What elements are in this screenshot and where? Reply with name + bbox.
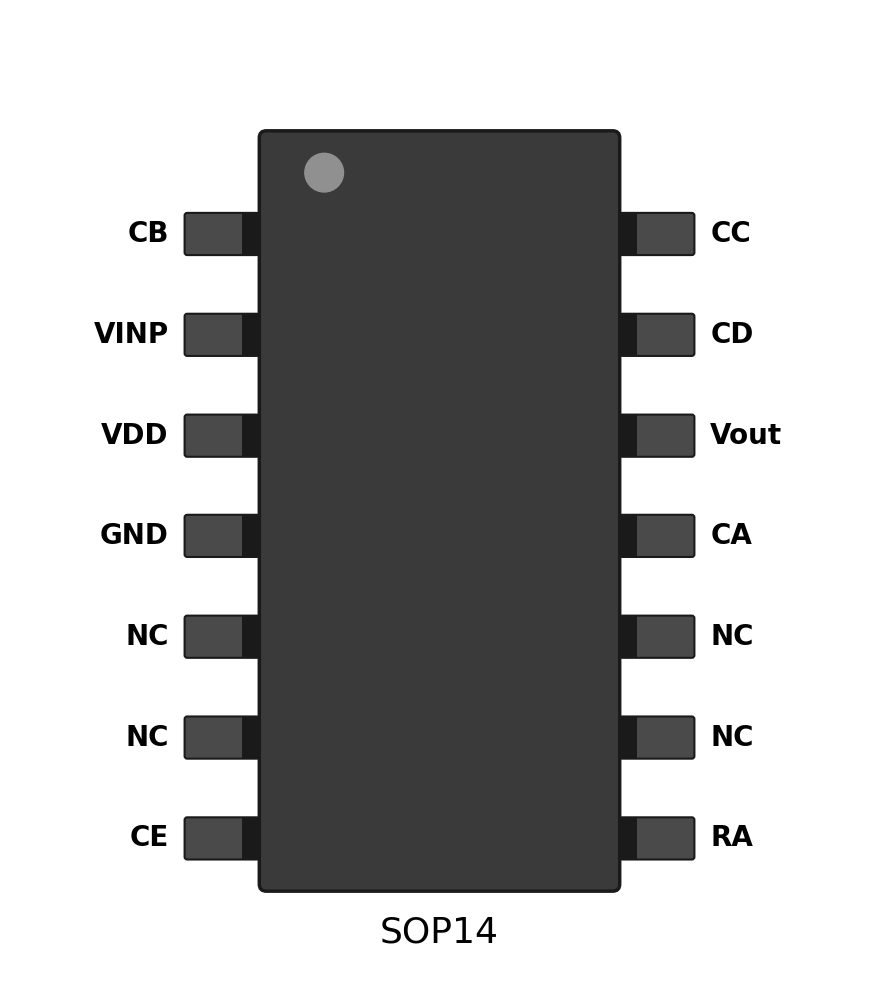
FancyBboxPatch shape — [619, 716, 694, 759]
Bar — [241, 716, 259, 759]
Text: NC: NC — [126, 724, 169, 752]
Text: CB: CB — [127, 220, 169, 248]
Bar — [619, 213, 637, 255]
Text: CE: CE — [129, 824, 169, 852]
Bar — [619, 314, 637, 356]
Text: CD: CD — [709, 321, 752, 349]
FancyBboxPatch shape — [184, 716, 259, 759]
FancyBboxPatch shape — [619, 314, 694, 356]
Text: SOP14: SOP14 — [379, 916, 499, 950]
FancyBboxPatch shape — [184, 314, 259, 356]
FancyBboxPatch shape — [619, 817, 694, 860]
FancyBboxPatch shape — [184, 817, 259, 860]
FancyBboxPatch shape — [184, 616, 259, 658]
Text: GND: GND — [100, 522, 169, 550]
Text: NC: NC — [709, 724, 752, 752]
FancyBboxPatch shape — [259, 131, 619, 891]
Bar — [241, 314, 259, 356]
Bar — [241, 616, 259, 658]
FancyBboxPatch shape — [619, 515, 694, 557]
Bar — [241, 213, 259, 255]
Text: NC: NC — [126, 623, 169, 651]
Text: CC: CC — [709, 220, 750, 248]
Text: Vout: Vout — [709, 422, 781, 450]
Text: VINP: VINP — [94, 321, 169, 349]
Bar — [619, 716, 637, 759]
Circle shape — [305, 153, 343, 192]
Bar — [241, 515, 259, 557]
Text: CA: CA — [709, 522, 752, 550]
Bar — [619, 415, 637, 457]
FancyBboxPatch shape — [184, 213, 259, 255]
Bar — [619, 515, 637, 557]
Text: NC: NC — [709, 623, 752, 651]
Bar — [619, 817, 637, 860]
Bar — [619, 616, 637, 658]
FancyBboxPatch shape — [184, 515, 259, 557]
FancyBboxPatch shape — [619, 415, 694, 457]
Text: VDD: VDD — [101, 422, 169, 450]
FancyBboxPatch shape — [184, 415, 259, 457]
Bar — [241, 817, 259, 860]
FancyBboxPatch shape — [619, 616, 694, 658]
Text: RA: RA — [709, 824, 752, 852]
FancyBboxPatch shape — [619, 213, 694, 255]
Bar — [241, 415, 259, 457]
